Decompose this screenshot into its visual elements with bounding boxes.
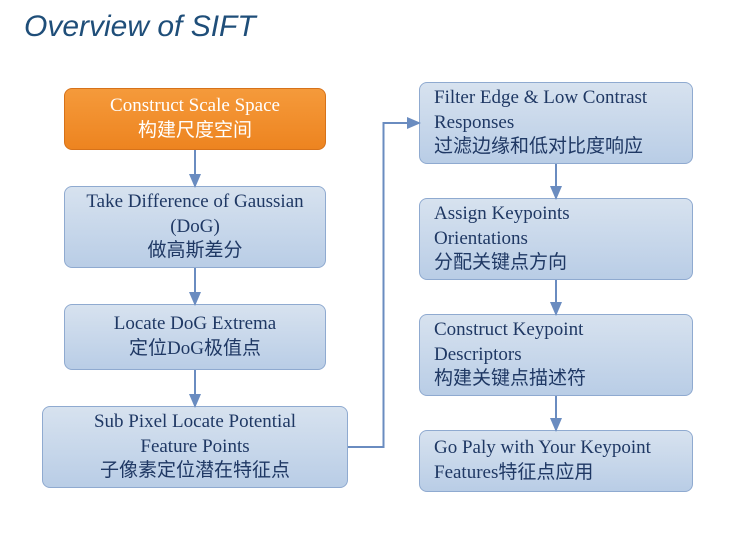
- node-text-line: Orientations: [434, 227, 528, 252]
- node-assign-orientation: Assign Keypoints Orientations 分配关键点方向: [419, 198, 693, 280]
- node-text-line: Construct Scale Space: [110, 94, 280, 119]
- node-go-play: Go Paly with Your Keypoint Features特征点应用: [419, 430, 693, 492]
- node-text-line: (DoG): [170, 215, 220, 240]
- node-text-line: 分配关键点方向: [434, 251, 567, 276]
- node-text-line: Locate DoG Extrema: [114, 312, 276, 337]
- node-dog: Take Difference of Gaussian (DoG) 做高斯差分: [64, 186, 326, 268]
- node-text-line: 做高斯差分: [147, 239, 242, 264]
- node-locate-extrema: Locate DoG Extrema 定位DoG极值点: [64, 304, 326, 370]
- node-text-line: 构建尺度空间: [138, 119, 252, 144]
- page-title: Overview of SIFT: [24, 10, 256, 44]
- node-descriptors: Construct Keypoint Descriptors 构建关键点描述符: [419, 314, 693, 396]
- node-text-line: Features特征点应用: [434, 461, 593, 486]
- node-text-line: Descriptors: [434, 343, 522, 368]
- node-text-line: Take Difference of Gaussian: [86, 190, 303, 215]
- node-text-line: 过滤边缘和低对比度响应: [434, 135, 643, 160]
- node-text-line: Feature Points: [140, 435, 249, 460]
- node-text-line: Assign Keypoints: [434, 202, 570, 227]
- node-subpixel: Sub Pixel Locate Potential Feature Point…: [42, 406, 348, 488]
- node-text-line: 构建关键点描述符: [434, 367, 586, 392]
- node-text-line: Go Paly with Your Keypoint: [434, 436, 651, 461]
- node-text-line: Sub Pixel Locate Potential: [94, 410, 296, 435]
- node-filter-edge: Filter Edge & Low Contrast Responses 过滤边…: [419, 82, 693, 164]
- node-text-line: Construct Keypoint: [434, 318, 583, 343]
- edge-arrow: [348, 123, 419, 447]
- node-construct-scale-space: Construct Scale Space 构建尺度空间: [64, 88, 326, 150]
- node-text-line: 定位DoG极值点: [129, 337, 261, 362]
- node-text-line: Responses: [434, 111, 514, 136]
- node-text-line: Filter Edge & Low Contrast: [434, 86, 647, 111]
- node-text-line: 子像素定位潜在特征点: [100, 459, 290, 484]
